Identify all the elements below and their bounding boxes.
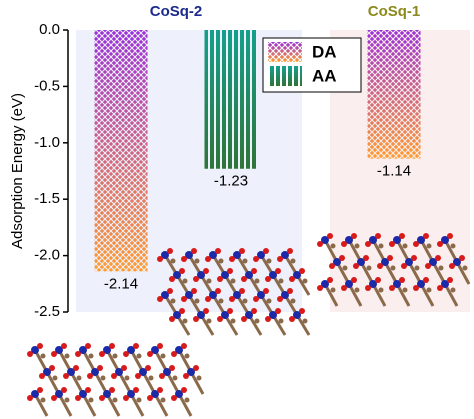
legend-label: DA — [312, 42, 337, 61]
legend-swatch — [268, 42, 302, 62]
category-label: CoSq-2 — [150, 3, 203, 20]
bar — [367, 30, 421, 159]
y-tick-label: -2.0 — [34, 247, 60, 264]
y-tick-label: 0.0 — [39, 21, 60, 38]
value-label: -1.23 — [214, 173, 248, 190]
y-tick-label: -2.5 — [34, 303, 60, 320]
bar — [94, 30, 148, 272]
legend-swatch — [268, 66, 302, 86]
y-axis-label: Adsorption Energy (eV) — [9, 93, 26, 249]
molecule-decoration — [27, 233, 471, 417]
legend-label: AA — [312, 66, 337, 85]
y-tick-label: -1.5 — [34, 190, 60, 207]
bar — [204, 30, 258, 169]
category-label: CoSq-1 — [368, 3, 421, 20]
value-label: -1.14 — [377, 163, 411, 180]
value-label: -2.14 — [104, 275, 138, 292]
y-tick-label: -0.5 — [34, 77, 60, 94]
y-tick-label: -1.0 — [34, 134, 60, 151]
